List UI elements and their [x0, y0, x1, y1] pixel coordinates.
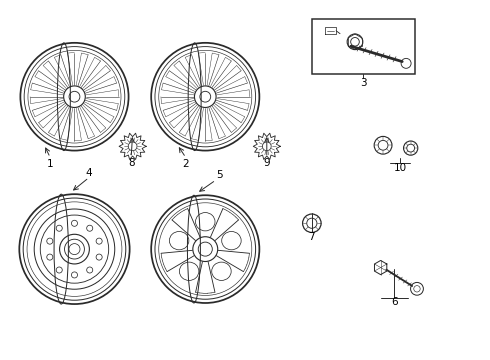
Text: 4: 4	[86, 168, 92, 178]
Text: 6: 6	[391, 297, 397, 307]
Text: 7: 7	[309, 232, 315, 242]
Bar	[312, 19, 415, 74]
Text: 1: 1	[47, 159, 53, 169]
Text: 5: 5	[217, 170, 223, 180]
Text: 10: 10	[393, 163, 407, 172]
Text: 3: 3	[360, 77, 367, 87]
Text: 9: 9	[264, 158, 270, 168]
Text: 2: 2	[183, 159, 189, 169]
Text: 8: 8	[128, 158, 134, 168]
